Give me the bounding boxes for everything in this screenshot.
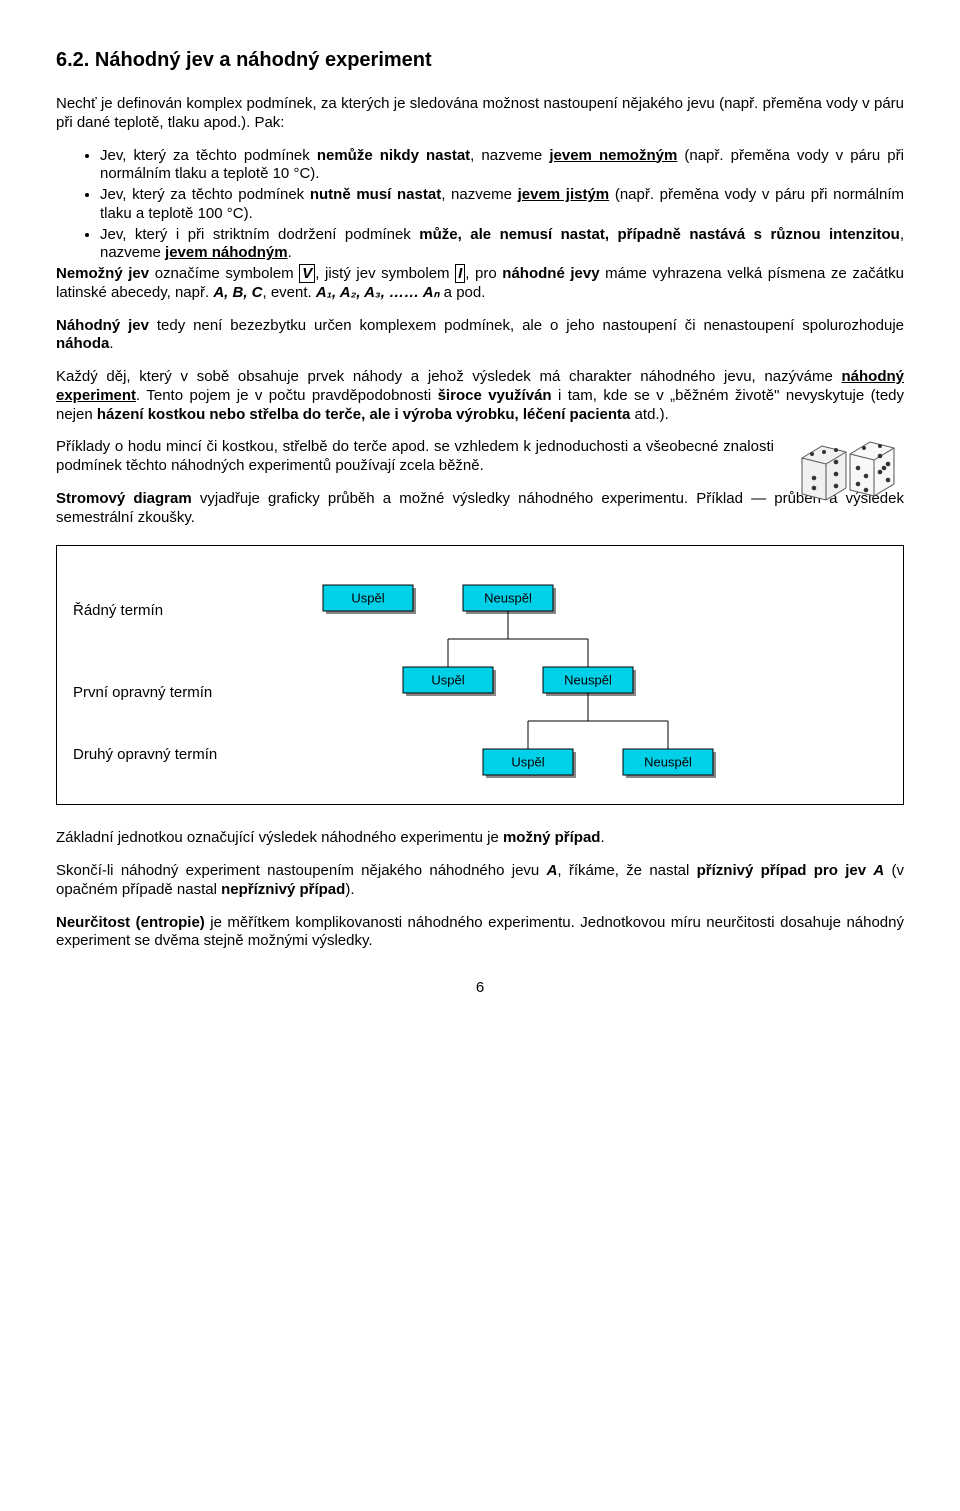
bold-text: Náhodný jev xyxy=(56,317,149,334)
tree-diagram: Řádný termín První opravný termín Druhý … xyxy=(56,545,904,805)
bullet-item: Jev, který i při striktním dodržení podm… xyxy=(100,226,904,264)
page-number: 6 xyxy=(56,979,904,998)
bold-text: Stromový diagram xyxy=(56,490,192,507)
text: , nazveme xyxy=(470,147,549,164)
text: . xyxy=(288,244,292,261)
paragraph: Příklady o hodu mincí či kostkou, střelb… xyxy=(56,438,904,476)
text: , jistý jev symbolem xyxy=(315,265,455,282)
paragraph: Skončí-li náhodný experiment nastoupením… xyxy=(56,862,904,900)
dice-icon xyxy=(794,434,904,514)
text: atd.). xyxy=(630,406,668,423)
text: a pod. xyxy=(440,284,486,301)
text: Jev, který i při striktním dodržení podm… xyxy=(100,226,419,243)
bold-text: nepříznivý případ xyxy=(221,881,345,898)
bold-italic-text: A, B, C xyxy=(213,284,262,301)
tree-row-label: První opravný termín xyxy=(73,652,283,734)
bold-text: náhodné jevy xyxy=(502,265,599,282)
bold-italic-text: A xyxy=(873,862,884,879)
text: Jev, který za těchto podmínek xyxy=(100,147,317,164)
bold-text: Neurčitost (entropie) xyxy=(56,914,205,931)
svg-text:Uspěl: Uspěl xyxy=(351,591,384,606)
bold-underline-text: jevem náhodným xyxy=(165,244,288,261)
bold-italic-text: A₁, A₂, A₃, …… Aₙ xyxy=(316,284,440,301)
bold-underline-text: jevem jistým xyxy=(518,186,610,203)
text: . xyxy=(600,829,604,846)
symbols-paragraph: Nemožný jev označíme symbolem V, jistý j… xyxy=(56,265,904,303)
bold-text: může, ale nemusí nastat, případně nastáv… xyxy=(419,226,900,243)
bullet-item: Jev, který za těchto podmínek nemůže nik… xyxy=(100,147,904,185)
paragraph: Základní jednotkou označující výsledek n… xyxy=(56,829,904,848)
text: , event. xyxy=(263,284,316,301)
paragraph: Náhodný jev tedy není bezezbytku určen k… xyxy=(56,317,904,355)
boxed-symbol-i: I xyxy=(455,264,465,283)
svg-text:Neuspěl: Neuspěl xyxy=(484,591,532,606)
svg-text:Neuspěl: Neuspěl xyxy=(644,755,692,770)
text: , nazveme xyxy=(441,186,517,203)
text: . Tento pojem je v počtu pravděpodobnost… xyxy=(136,387,438,404)
tree-svg: Uspěl Neuspěl Uspěl Neuspěl Uspěl Neuspěl xyxy=(283,570,753,780)
bold-italic-text: A xyxy=(547,862,558,879)
dice-paragraph-wrap: Příklady o hodu mincí či kostkou, střelb… xyxy=(56,438,904,476)
svg-text:Uspěl: Uspěl xyxy=(511,755,544,770)
text: ). xyxy=(345,881,354,898)
tree-row-label: Řádný termín xyxy=(73,570,283,652)
bullet-item: Jev, který za těchto podmínek nutně musí… xyxy=(100,186,904,224)
paragraph: Stromový diagram vyjadřuje graficky průb… xyxy=(56,490,904,528)
paragraph: Neurčitost (entropie) je měřítkem kompli… xyxy=(56,914,904,952)
intro-paragraph: Nechť je definován komplex podmínek, za … xyxy=(56,95,904,133)
tree-labels-col: Řádný termín První opravný termín Druhý … xyxy=(73,570,283,780)
bold-text: náhoda xyxy=(56,335,109,352)
text: Jev, který za těchto podmínek xyxy=(100,186,310,203)
text: Skončí-li náhodný experiment nastoupením… xyxy=(56,862,547,879)
tree-row-label: Druhý opravný termín xyxy=(73,734,283,776)
bold-text: házení kostkou nebo střelba do terče, al… xyxy=(97,406,631,423)
svg-text:Uspěl: Uspěl xyxy=(431,673,464,688)
bold-text: široce využíván xyxy=(438,387,552,404)
text: označíme symbolem xyxy=(149,265,299,282)
text: , pro xyxy=(465,265,502,282)
bold-text: nutně musí nastat xyxy=(310,186,441,203)
bullet-list: Jev, který za těchto podmínek nemůže nik… xyxy=(56,147,904,264)
text: , říkáme, že nastal xyxy=(557,862,696,879)
bold-text: možný případ xyxy=(503,829,601,846)
text: Základní jednotkou označující výsledek n… xyxy=(56,829,503,846)
text: tedy není bezezbytku určen komplexem pod… xyxy=(149,317,904,334)
bold-text: nemůže nikdy nastat xyxy=(317,147,470,164)
boxed-symbol-v: V xyxy=(299,264,315,283)
bold-text: Nemožný jev xyxy=(56,265,149,282)
paragraph: Každý děj, který v sobě obsahuje prvek n… xyxy=(56,368,904,424)
section-heading: 6.2. Náhodný jev a náhodný experiment xyxy=(56,48,904,73)
svg-text:Neuspěl: Neuspěl xyxy=(564,673,612,688)
bold-text: příznivý případ pro jev xyxy=(697,862,874,879)
bold-underline-text: jevem nemožným xyxy=(549,147,677,164)
text: . xyxy=(109,335,113,352)
text: Každý děj, který v sobě obsahuje prvek n… xyxy=(56,368,842,385)
